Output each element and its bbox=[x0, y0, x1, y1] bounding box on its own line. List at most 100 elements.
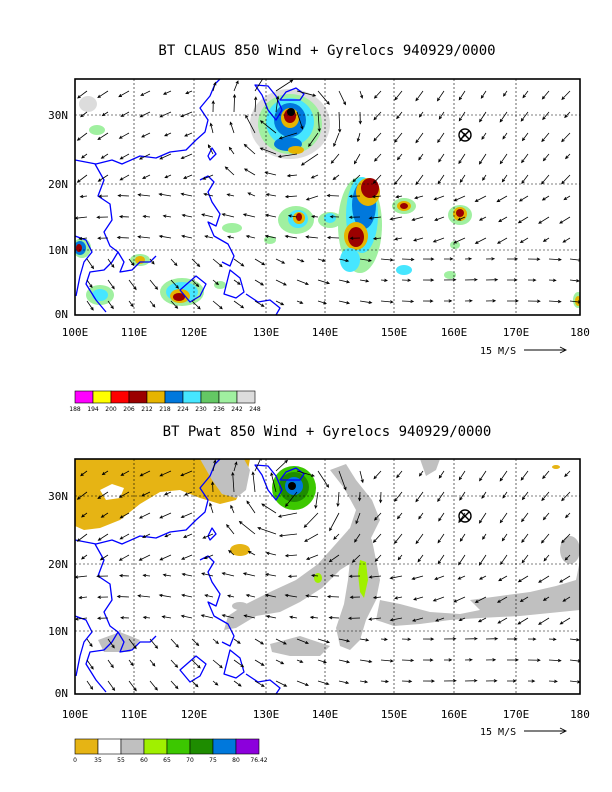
wind-vector bbox=[333, 132, 340, 148]
wind-vector bbox=[119, 512, 130, 519]
wind-vector bbox=[96, 616, 109, 620]
wind-vector bbox=[359, 258, 372, 262]
wind-vector bbox=[520, 111, 529, 122]
wind-vector bbox=[519, 237, 529, 244]
wind-vector bbox=[559, 216, 571, 224]
wind-vector bbox=[296, 90, 317, 97]
wind-vector bbox=[86, 300, 94, 311]
wind-vector bbox=[161, 615, 172, 619]
wind-vector bbox=[170, 279, 180, 289]
wind-vector bbox=[254, 79, 264, 92]
wind-vectors bbox=[75, 79, 580, 311]
wind-vector bbox=[538, 575, 550, 583]
wind-vector bbox=[233, 638, 241, 644]
wind-vector bbox=[453, 195, 466, 202]
wind-vector bbox=[242, 572, 256, 577]
wind-vector bbox=[180, 153, 193, 160]
wind-vector bbox=[443, 299, 453, 303]
wind-vector bbox=[296, 279, 309, 286]
wind-vector bbox=[527, 257, 541, 261]
wind-vector bbox=[380, 679, 390, 684]
wind-vector bbox=[328, 554, 340, 563]
wind-vector bbox=[396, 470, 403, 479]
wind-vector bbox=[569, 680, 580, 684]
wind-vector bbox=[101, 111, 109, 117]
wind-vector bbox=[202, 174, 214, 180]
wind-vector bbox=[284, 194, 298, 199]
wind-vector bbox=[329, 215, 340, 219]
wind-vector bbox=[394, 237, 403, 241]
wind-vector bbox=[107, 300, 114, 310]
wind-vector bbox=[317, 470, 330, 488]
wind-vector bbox=[181, 593, 193, 598]
colorbar-label: 60 bbox=[140, 757, 148, 764]
wind-vector bbox=[457, 575, 466, 580]
wind-vector bbox=[517, 575, 529, 583]
wind-vector bbox=[128, 659, 134, 667]
wind-vector bbox=[228, 146, 235, 155]
colorbar-label: 75 bbox=[209, 757, 217, 764]
wind-vector bbox=[137, 235, 151, 239]
wind-vector bbox=[86, 638, 93, 648]
wind-vector bbox=[443, 257, 454, 261]
wind-vector bbox=[264, 572, 277, 577]
wind-vector bbox=[336, 491, 340, 508]
wind-vector bbox=[181, 554, 193, 560]
lon-label: 180 bbox=[570, 708, 590, 721]
lat-labels: 30N 20N 10N 0N bbox=[48, 109, 68, 321]
wind-vector bbox=[561, 491, 571, 502]
colorbar-label: 55 bbox=[117, 757, 125, 764]
wind-vector bbox=[287, 574, 298, 578]
wind-vector bbox=[417, 554, 424, 563]
wind-vector bbox=[200, 614, 214, 619]
wind-vector bbox=[184, 491, 193, 496]
colorbar-swatch bbox=[200, 390, 220, 404]
wind-vector bbox=[499, 512, 508, 524]
wind-vector bbox=[100, 153, 109, 159]
lon-label: 140E bbox=[312, 708, 339, 721]
wind-vector bbox=[204, 594, 214, 598]
colorbar-label: 200 bbox=[105, 406, 117, 413]
wind-vector bbox=[437, 533, 445, 544]
wind-vector bbox=[359, 279, 370, 283]
wind-vector bbox=[564, 554, 571, 561]
colorbar: 0 35 55 60 65 70 75 80 76.42 bbox=[73, 738, 268, 764]
wind-vector bbox=[203, 554, 214, 560]
wind-vector bbox=[86, 680, 94, 690]
scale-label: 15 M/S bbox=[480, 727, 516, 738]
wind-vector bbox=[368, 575, 382, 579]
wind-vector bbox=[284, 553, 298, 558]
wind-vector bbox=[275, 459, 289, 472]
wind-vector bbox=[538, 216, 550, 224]
lon-label: 160E bbox=[441, 326, 468, 339]
wind-vector bbox=[415, 174, 424, 186]
wind-vector bbox=[422, 299, 434, 303]
wind-vector bbox=[275, 279, 287, 286]
wind-vector bbox=[520, 470, 529, 481]
wind-vector bbox=[499, 153, 508, 165]
wind-vector bbox=[349, 236, 361, 240]
wind-vector bbox=[338, 659, 351, 664]
wind-vector bbox=[243, 168, 256, 176]
wind-vector bbox=[561, 90, 571, 101]
wind-vector bbox=[374, 153, 382, 162]
wind-vector bbox=[233, 659, 245, 668]
wind-vector bbox=[356, 132, 361, 143]
wind-vector bbox=[437, 491, 445, 503]
wind-vector bbox=[163, 132, 172, 137]
wind-vector bbox=[351, 554, 361, 563]
lon-label: 120E bbox=[181, 326, 208, 339]
colorbar-label: 76.42 bbox=[250, 757, 267, 764]
wind-vector bbox=[275, 79, 294, 92]
wind-vector bbox=[411, 216, 424, 221]
wind-vector bbox=[254, 300, 265, 307]
wind-vector bbox=[479, 470, 487, 482]
wind-vector bbox=[422, 637, 435, 641]
wind-vector bbox=[202, 533, 214, 539]
lon-label: 110E bbox=[121, 708, 148, 721]
colorbar: 188 194 200 206 212 218 224 230 236 242 248 bbox=[69, 390, 261, 413]
wind-vector bbox=[378, 491, 383, 504]
wind-vector bbox=[541, 90, 550, 100]
wind-vector bbox=[354, 533, 361, 543]
